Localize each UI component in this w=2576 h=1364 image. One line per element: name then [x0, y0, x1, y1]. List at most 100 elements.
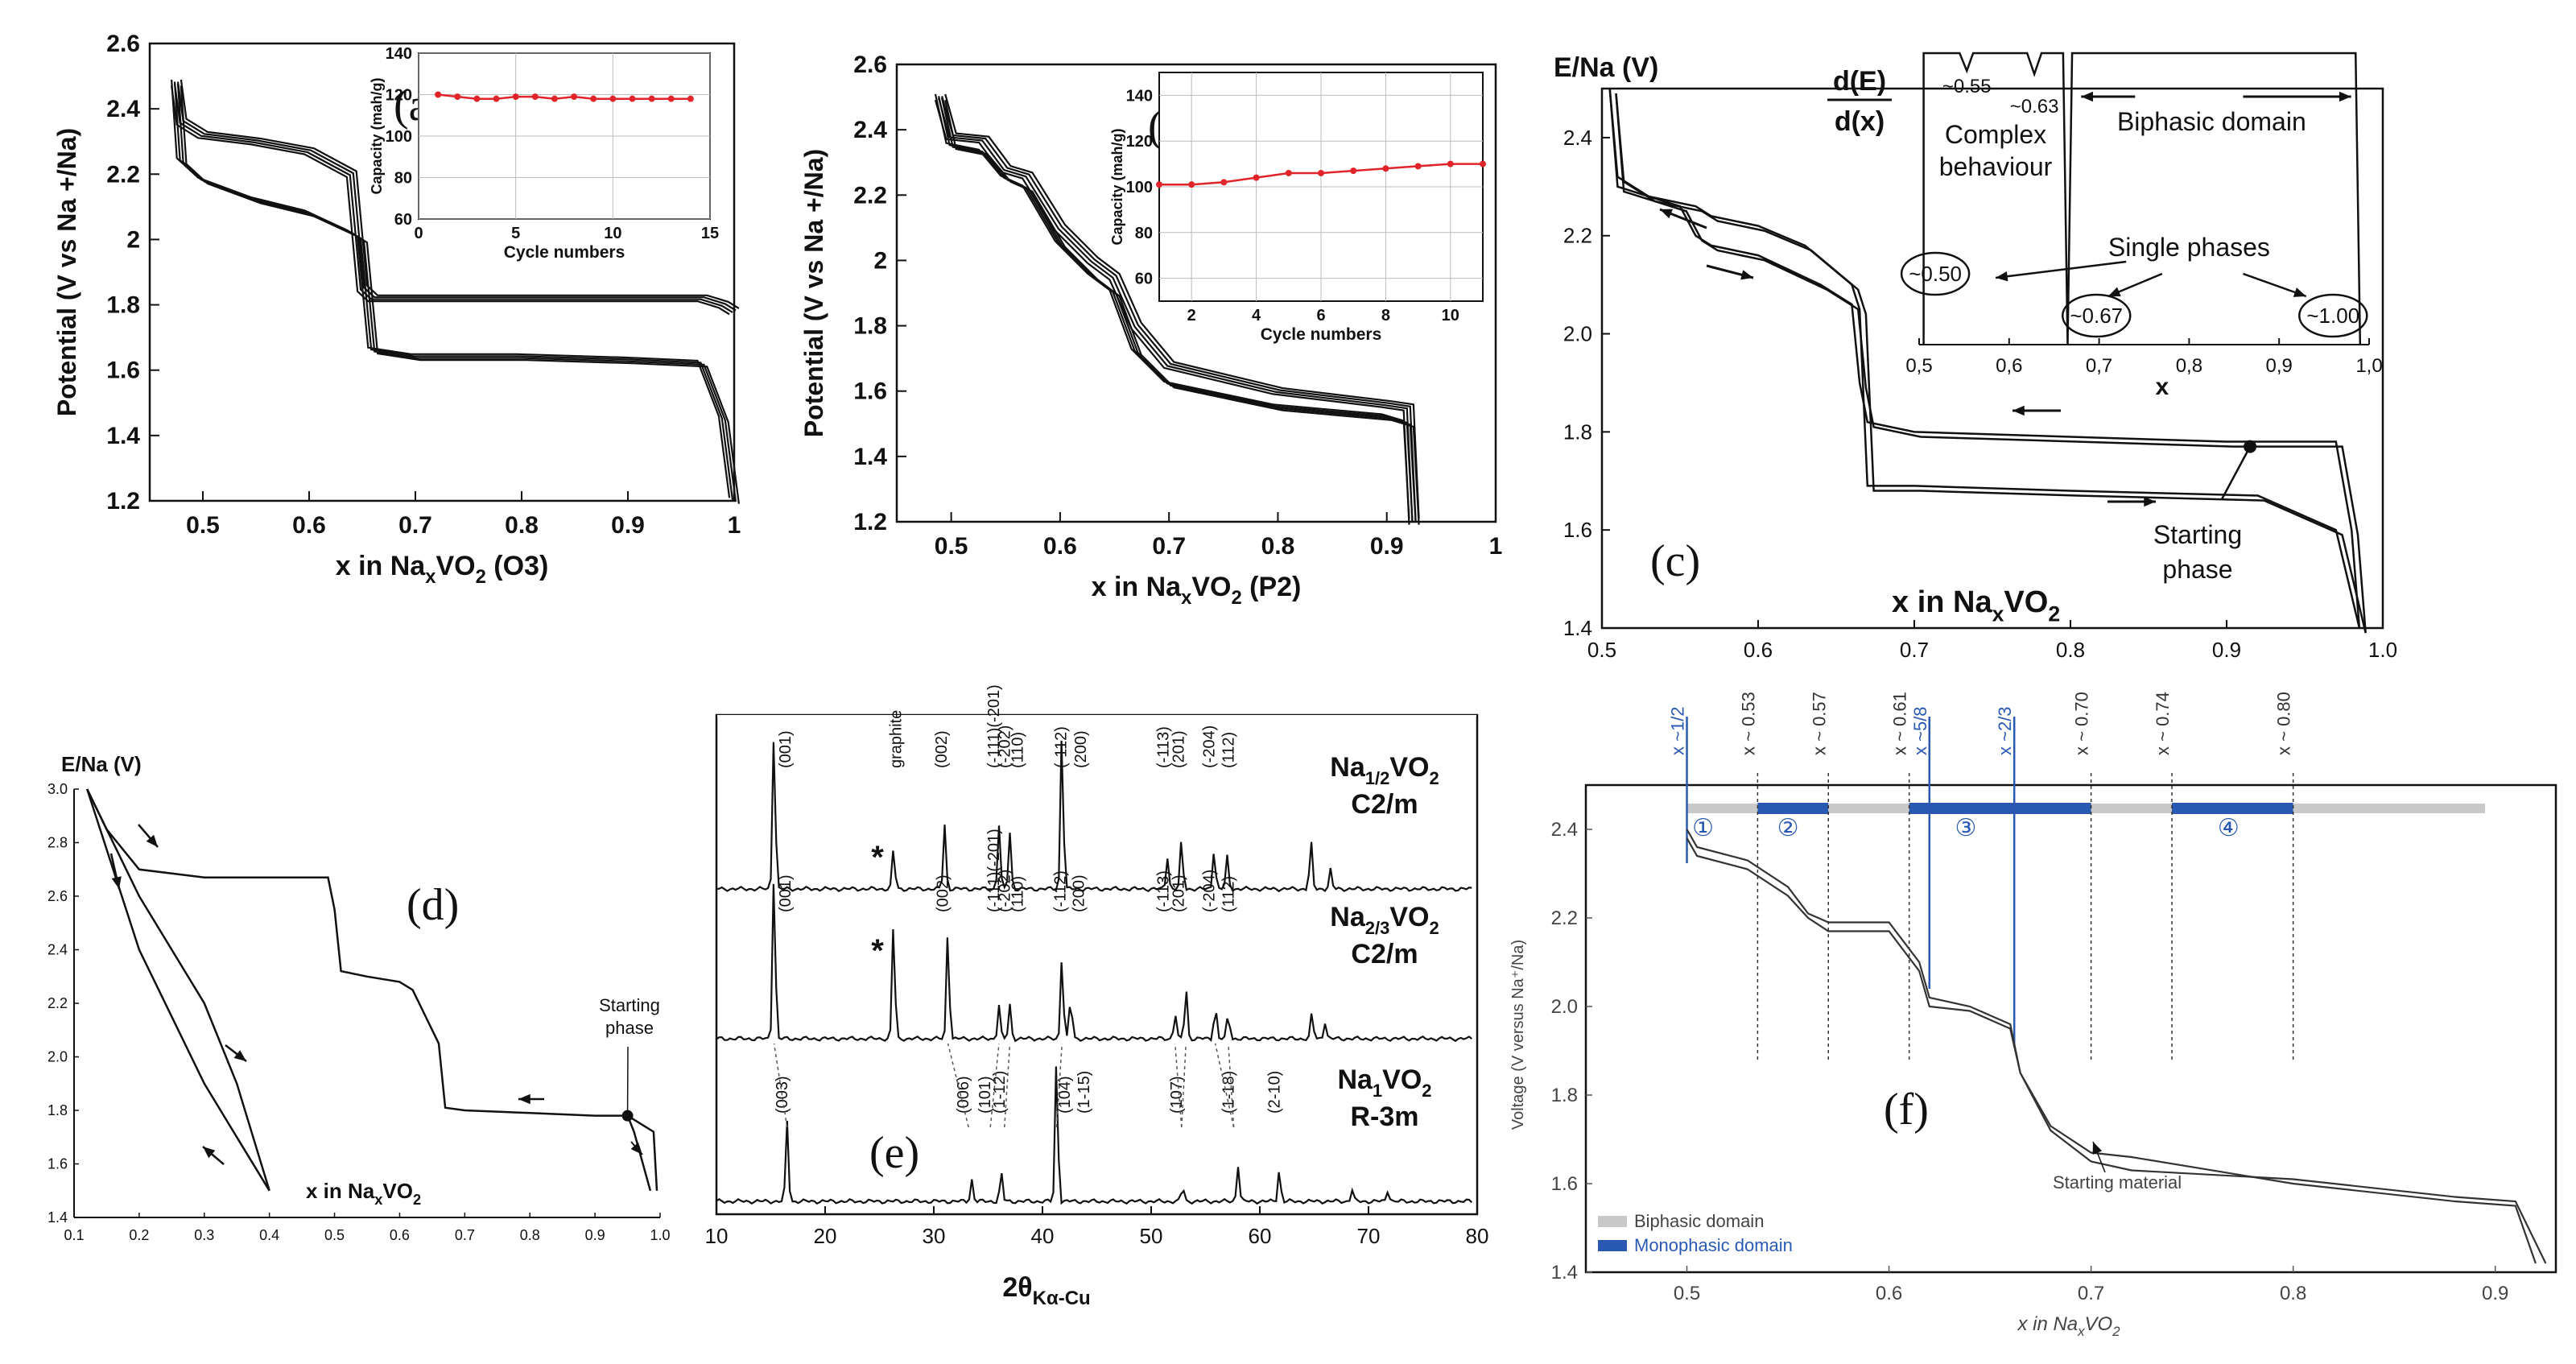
x-axis-label-mid: VO: [382, 1179, 413, 1203]
x-tick-label: 0.1: [64, 1227, 84, 1243]
x-tick-label: 0.9: [611, 512, 645, 539]
composition-label: x ~1/2: [1668, 706, 1688, 755]
peak-label: (101): [976, 1076, 994, 1114]
inset-y-tick: 140: [386, 45, 412, 63]
panel-b-frame: [895, 63, 1497, 523]
panel-f-frame: [1584, 783, 2557, 1274]
y-tick-label: 1.8: [106, 292, 140, 319]
xrd-pattern-line: [715, 883, 1472, 1043]
inset-x-tick: 10: [604, 225, 621, 242]
x-axis-label-main: 2θ: [1002, 1272, 1032, 1303]
region-number: ①: [1692, 815, 1714, 841]
composition-label: x ~ 0.70: [2072, 692, 2092, 755]
inset-x-tick-label: 0,7: [2086, 355, 2112, 377]
inset-x-tick: 4: [1252, 307, 1261, 324]
arrow-charge-head: [1660, 209, 1673, 219]
x-axis-label-sub: x: [425, 566, 436, 588]
y-tick-label: 2.4: [1551, 819, 1578, 841]
x-tick-label: 70: [1357, 1224, 1381, 1248]
label-067: ~0.67: [2070, 304, 2123, 328]
inset-x-tick-label: 0,5: [1905, 355, 1932, 377]
dashed-correlation-line: [947, 1043, 969, 1128]
inset-c: d(E) d(x) 0,5 0,6 0,7 0,8 0,9 1,0 x ~0.55 ~0.63Com…: [1827, 52, 2383, 400]
phase-name: Na2/3VO2: [1330, 902, 1439, 938]
x-tick-label: 0.9: [585, 1227, 605, 1243]
y-tick-label: 2.2: [106, 161, 140, 188]
x-tick-label: 0.7: [1152, 533, 1186, 560]
peak-label: (-204): [1200, 870, 1218, 912]
arrow-d2: [109, 853, 122, 890]
space-group: C2/m: [1351, 789, 1418, 820]
arrow-d5: [518, 1093, 544, 1105]
peak-label: (107): [1168, 1076, 1186, 1114]
inset-x-tick-label: 0,8: [2176, 355, 2202, 377]
label-050: ~0.50: [1909, 262, 1962, 286]
biphasic-domain-label: Biphasic domain: [2117, 107, 2306, 136]
inset-x-tick-label: 0,6: [1996, 355, 2022, 377]
panel-f: 0.5 0.6 0.7 0.8 0.9 1.4 1.6 1.8 2.0 2.2 2.4 x ~1/2 x…: [1509, 692, 2557, 1339]
inset-x-tick: 15: [701, 225, 719, 242]
x-tick-label: 40: [1031, 1224, 1055, 1248]
x-tick-label: 0.7: [1900, 638, 1929, 662]
y-tick-label: 2.6: [853, 52, 887, 78]
phase-name-sub2: 2: [1422, 1081, 1431, 1101]
peak-label: (104): [1056, 1076, 1074, 1114]
inset-x-label: Cycle numbers: [504, 243, 625, 262]
arrow-charge-2-head: [2013, 405, 2025, 416]
x-axis-label-sub: x: [1992, 601, 2004, 626]
series-discharge-line: [1686, 837, 2547, 1264]
dashed-correlation-line: [989, 1043, 1000, 1128]
inset-point: [1285, 169, 1292, 176]
inset-x-tick: 10: [1442, 307, 1459, 324]
composition-label: x ~ 0.53: [1738, 692, 1758, 755]
label-055: ~0.55: [1942, 76, 1992, 97]
phase-name-post: VO: [1382, 1064, 1422, 1095]
arrow-to-067: [2107, 272, 2163, 298]
region-number: ②: [1777, 815, 1799, 841]
x-tick-label: 0.5: [186, 512, 220, 539]
arrow-d2-head: [111, 876, 122, 889]
y-tick-label: 3.0: [47, 781, 68, 797]
y-tick-label: 1.8: [1551, 1085, 1578, 1106]
biphasic-arrow-left: [2081, 91, 2136, 102]
y-tick-label: 2.2: [853, 182, 887, 209]
phase-name: Na1VO2: [1337, 1064, 1431, 1101]
inset-y-tick: 120: [1126, 133, 1153, 151]
arrow-d1-head: [146, 834, 158, 847]
x-tick-label: 0.9: [2212, 638, 2241, 662]
starting-arrow: [2092, 1141, 2106, 1173]
peak-label: (001): [777, 730, 795, 768]
peak-label: (-113): [1155, 726, 1173, 768]
y-tick-label: 2.0: [1563, 322, 1592, 346]
x-axis-label-sub2: 2: [413, 1192, 421, 1208]
inset-series: [437, 93, 691, 100]
arrow-to-100: [2243, 272, 2307, 298]
peak-label: (1-15): [1075, 1071, 1093, 1114]
panel-e-top-mask: [717, 715, 1476, 717]
domain-bar-biphasic: [1686, 804, 1758, 813]
inset-y-tick: 60: [1135, 271, 1153, 288]
phase-name-sub: 2/3: [1365, 918, 1390, 938]
x-tick-label: 1: [1489, 533, 1503, 560]
x-tick-label: 0.2: [129, 1227, 149, 1243]
inset-point: [1220, 179, 1228, 186]
y-tick-label: 1.6: [1563, 518, 1592, 542]
panel-c: 0.5 0.6 0.7 0.8 0.9 1.0 1.4 1.6 1.8 2.0 2.2 2.4 E/Na…: [1554, 52, 2397, 662]
y-tick-label: 1.4: [47, 1209, 68, 1226]
phase-name-post: VO: [1389, 752, 1429, 783]
inset-derivative-curve: [1922, 52, 2362, 345]
inset-point: [1253, 174, 1260, 181]
x-tick-label: 0.8: [520, 1227, 540, 1243]
x-tick-label: 0.7: [398, 512, 432, 539]
dashed-correlation-line: [1174, 1043, 1183, 1128]
panel-b: 0.50.60.70.80.911.21.41.61.822.22.42.6(b…: [799, 52, 1502, 609]
inset-y-label: Capacity (mah/g): [369, 77, 385, 194]
x-tick-label: 0.7: [2078, 1283, 2104, 1304]
inset-point: [1318, 169, 1324, 176]
legend-monophasic-swatch: [1598, 1240, 1627, 1251]
y-tick-label: 1.6: [1551, 1173, 1578, 1195]
x-tick-label: 0.6: [1043, 533, 1077, 560]
arrow-to-100-head: [2293, 287, 2306, 297]
x-axis-label-post: (O3): [486, 551, 548, 581]
y-tick-label: 2.4: [1563, 126, 1592, 150]
